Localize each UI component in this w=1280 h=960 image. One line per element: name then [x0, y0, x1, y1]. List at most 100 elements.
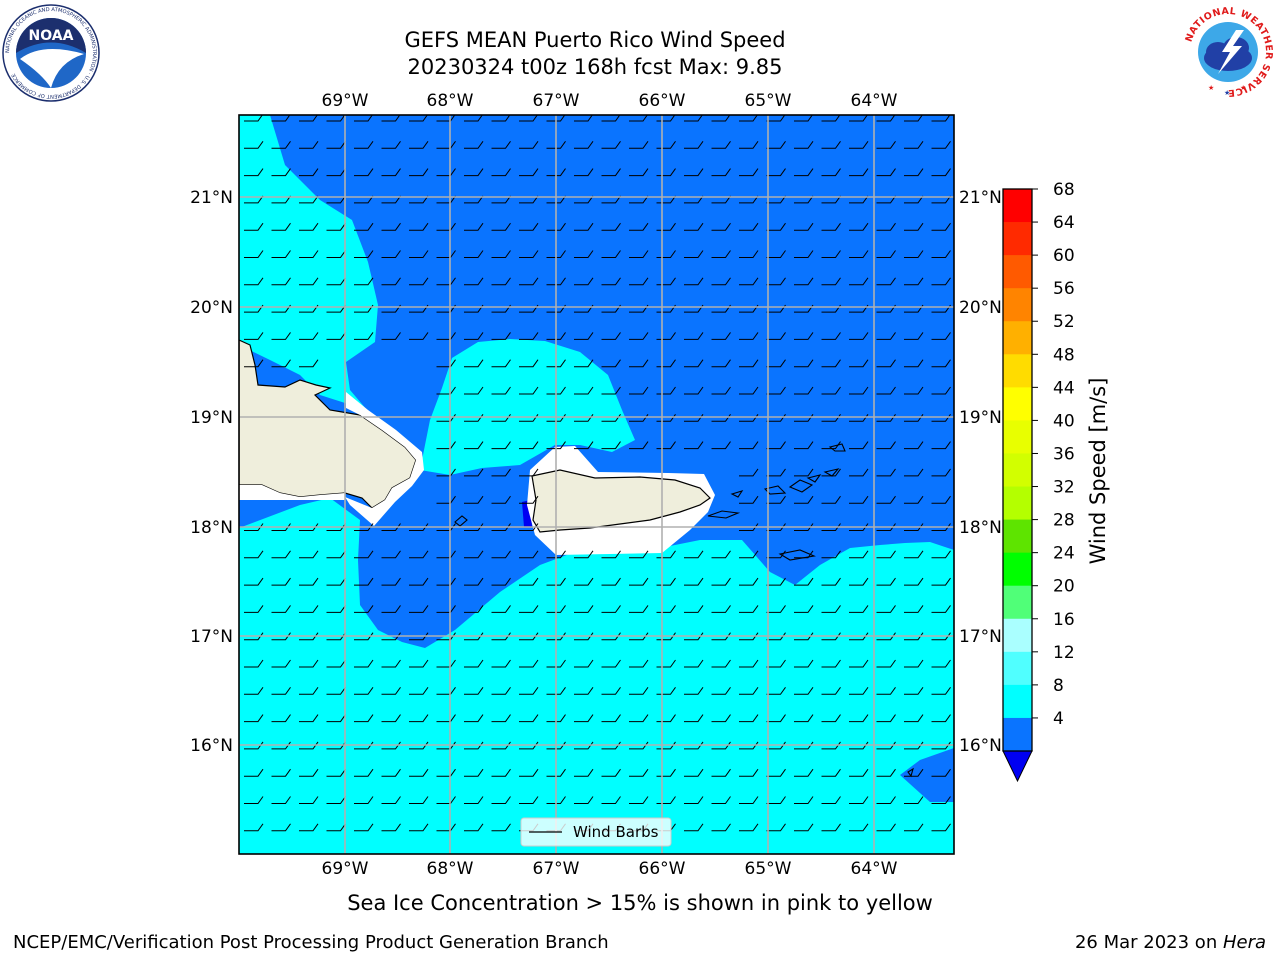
lat-label-right: 19°N	[959, 408, 1002, 428]
wind-barb	[464, 441, 484, 450]
wind-band-8-12-central	[420, 339, 635, 475]
wind-barb	[491, 823, 511, 832]
wind-barb	[299, 687, 319, 695]
wind-barb	[711, 714, 731, 723]
wind-barb	[849, 632, 869, 641]
wind-barb	[546, 115, 566, 122]
wind-barb	[354, 277, 374, 286]
wind-barb	[546, 441, 566, 450]
wind-barb	[244, 632, 264, 641]
wind-barb	[271, 768, 291, 777]
wind-barb	[574, 441, 594, 450]
wind-barb	[464, 605, 484, 613]
wind-barb	[601, 195, 621, 204]
wind-barb	[656, 605, 676, 613]
wind-barb	[629, 332, 649, 340]
wind-barb	[739, 632, 759, 641]
wind-barb	[766, 468, 786, 477]
lon-label-top: 67°W	[533, 91, 580, 111]
wind-barb	[326, 796, 346, 804]
wind-barb	[464, 386, 484, 395]
wind-barb	[354, 796, 374, 804]
wind-barb	[519, 714, 539, 723]
wind-barb	[684, 222, 704, 231]
wind-barb	[574, 168, 594, 177]
legend-label: Wind Barbs	[573, 823, 659, 841]
lat-label-right: 17°N	[959, 627, 1002, 647]
wind-barb	[244, 768, 264, 777]
wind-barb	[574, 632, 594, 641]
wind-barb	[876, 141, 896, 149]
wind-barb	[766, 250, 786, 258]
wind-barb	[876, 523, 896, 531]
wind-barb	[519, 468, 539, 477]
wind-barb	[739, 659, 759, 668]
wind-barb	[491, 768, 511, 777]
lat-label-right: 21°N	[959, 188, 1002, 208]
footer-date-text: 26 Mar 2023 on	[1074, 932, 1223, 953]
wind-barb	[794, 632, 814, 641]
land-mask-hispaniola	[345, 392, 424, 526]
wind-barb	[381, 577, 401, 586]
wind-barb	[574, 222, 594, 231]
wind-barb	[491, 659, 511, 668]
wind-barb	[876, 332, 896, 340]
wind-barb	[601, 550, 621, 559]
wind-barb	[931, 386, 951, 395]
wind-barb	[739, 277, 759, 286]
wind-barb	[354, 687, 374, 695]
wind-barb	[601, 605, 621, 613]
wind-barb	[574, 277, 594, 286]
wind-barb	[629, 250, 649, 258]
wind-barb	[904, 605, 924, 613]
colorbar-tick-label: 4	[1053, 709, 1064, 729]
chart-title: GEFS MEAN Puerto Rico Wind Speed	[404, 28, 786, 52]
wind-barb	[409, 823, 429, 832]
wind-barb	[491, 495, 511, 504]
wind-barb	[574, 605, 594, 613]
footer-credit: NCEP/EMC/Verification Post Processing Pr…	[13, 932, 609, 953]
wind-barb	[519, 222, 539, 231]
wind-barb	[299, 550, 319, 559]
wind-barb	[326, 632, 346, 641]
colorbar-swatch	[1003, 255, 1032, 289]
wind-barb	[876, 577, 896, 586]
wind-barb	[849, 796, 869, 804]
wind-barb	[931, 222, 951, 231]
wind-barb	[299, 823, 319, 832]
colorbar-swatch	[1003, 288, 1032, 322]
wind-barb	[794, 687, 814, 695]
wind-barb	[766, 659, 786, 668]
lon-label-top: 64°W	[851, 91, 898, 111]
wind-barb	[794, 115, 813, 122]
wind-barb	[409, 523, 429, 531]
wind-barb	[546, 796, 566, 804]
wind-barb	[491, 168, 511, 177]
wind-barb	[629, 141, 649, 149]
wind-barb	[464, 277, 484, 286]
wind-barb	[766, 386, 786, 395]
wind-barb	[326, 687, 346, 695]
wind-barb	[244, 796, 264, 804]
wind-barb	[464, 222, 484, 231]
wind-barb	[601, 632, 621, 641]
wind-barb	[931, 168, 951, 177]
wind-barb	[409, 659, 429, 668]
wind-barb	[739, 714, 759, 723]
noaa-logo-text: NOAA	[29, 28, 74, 44]
wind-barb	[409, 796, 429, 804]
wind-barb	[794, 714, 814, 723]
wind-barb	[794, 359, 814, 368]
wind-barb	[574, 796, 594, 804]
wind-barb	[766, 796, 786, 804]
wind-barb	[849, 523, 869, 531]
wind-barb	[711, 141, 731, 149]
wind-barb	[299, 714, 319, 723]
wind-barb	[519, 495, 539, 504]
lon-label-bottom: 68°W	[427, 859, 474, 879]
wind-barb	[849, 332, 869, 340]
wind-barb	[876, 195, 896, 204]
wind-barb	[326, 550, 346, 559]
wind-barb	[766, 222, 786, 231]
wind-barb	[794, 332, 814, 340]
